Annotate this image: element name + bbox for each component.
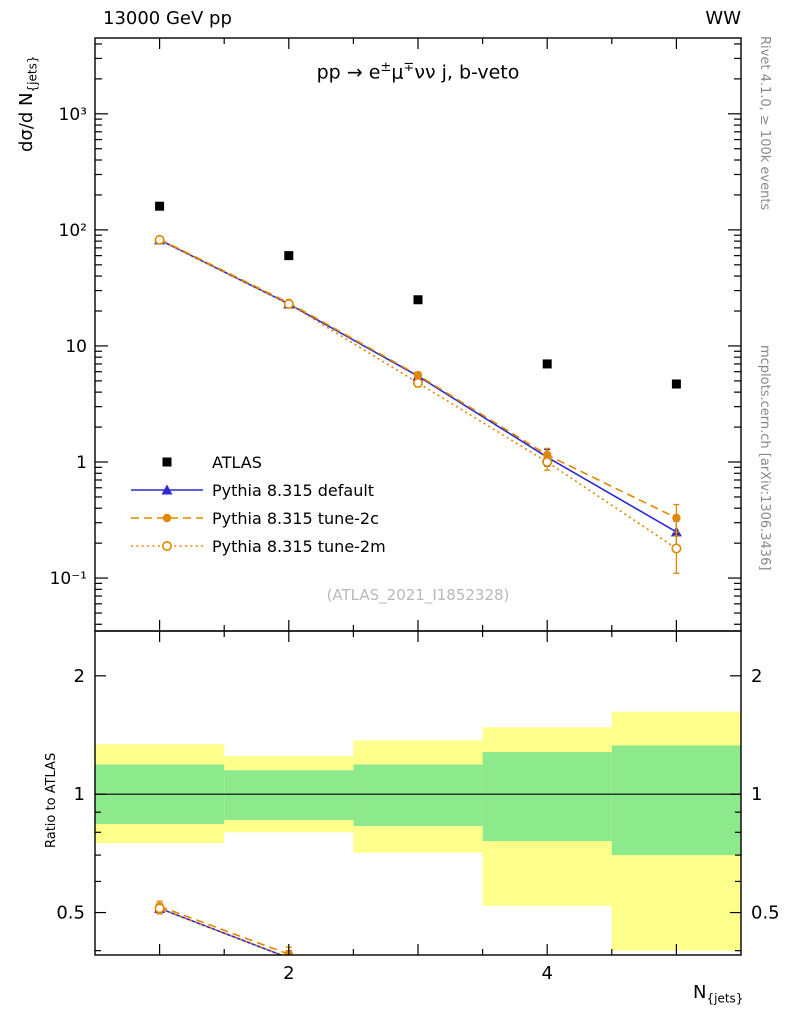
x-tick-label: 4 <box>541 963 552 984</box>
legend-item-pythia-8-315-tune-2c: Pythia 8.315 tune-2c <box>131 509 379 528</box>
plot-title-end: νν j, b-veto <box>414 61 520 84</box>
plot-title: pp → e±μ∓νν j, b-veto <box>95 60 741 83</box>
ratio-series-pythia-8-315-tune-2m <box>154 902 293 955</box>
legend-item-label: Pythia 8.315 tune-2c <box>212 509 379 528</box>
ratio-axis-label: Ratio to ATLAS <box>44 752 59 848</box>
y-axis-label-sub: {jets} <box>25 55 40 93</box>
rivet-version-label: Rivet 4.1.0, ≥ 100k events <box>757 36 772 211</box>
legend-item-label: ATLAS <box>212 453 262 472</box>
ratio-y-tick-label-left: 1 <box>74 784 85 805</box>
ratio-series-pythia-8-315-default <box>154 902 292 955</box>
y-axis-label: dσ/d N{jets} <box>16 56 40 152</box>
legend-item-label: Pythia 8.315 default <box>212 481 374 500</box>
y-axis-label-text: dσ/d N <box>16 92 37 152</box>
x-axis-label-text: N <box>693 982 707 1003</box>
green-band-bin <box>611 745 741 856</box>
main-series <box>154 201 682 574</box>
x-axis-label: N{jets} <box>693 982 743 1006</box>
x-axis-label-sub: {jets} <box>706 991 744 1006</box>
legend-item-pythia-8-315-tune-2m: Pythia 8.315 tune-2m <box>131 537 386 556</box>
legend-item-atlas: ATLAS <box>162 453 262 472</box>
ratio-y-tick-label-left: 2 <box>74 666 85 687</box>
plot-title-sup2: ∓ <box>403 60 415 75</box>
process-label: WW <box>705 8 741 29</box>
mcplots-credit-label: mcplots.cern.ch [arXiv:1306.3436] <box>757 345 772 571</box>
series-pythia-8-315-tune-2m <box>154 234 682 574</box>
plot-title-sup1: ± <box>380 60 392 75</box>
main-y-tick-label: 10³ <box>59 105 87 125</box>
main-y-tick-label: 10⁻¹ <box>50 569 87 589</box>
main-y-tick-label: 1 <box>76 453 87 473</box>
legend: ATLAS Pythia 8.315 default Pythia 8.315 tu… <box>131 453 386 556</box>
ratio-y-tick-label-right: 0.5 <box>751 903 780 924</box>
plot-title-text: pp → e <box>316 61 381 84</box>
ratio-series-pythia-8-315-tune-2c <box>155 900 293 955</box>
green-band-bin <box>224 770 354 820</box>
ratio-y-tick-label-left: 0.5 <box>56 903 85 924</box>
ratio-series <box>154 900 293 955</box>
legend-item-label: Pythia 8.315 tune-2m <box>212 537 386 556</box>
ratio-y-tick-label-right: 2 <box>751 666 762 687</box>
main-y-tick-label: 10 <box>65 337 87 357</box>
axis-ticks <box>95 38 741 955</box>
x-tick-label: 2 <box>283 963 294 984</box>
ratio-uncertainty-bands <box>95 711 741 951</box>
analysis-id-watermark: (ATLAS_2021_I1852328) <box>326 586 510 604</box>
green-band-bin <box>482 752 612 842</box>
main-panel-frame <box>94 37 742 632</box>
main-y-tick-label: 10² <box>59 221 87 241</box>
ratio-y-tick-label-right: 1 <box>751 784 762 805</box>
axis-tick-labels: 10³ 10² 10 1 10⁻¹ 2 2 1 1 0.5 0.5 2 4 <box>50 105 780 984</box>
legend-item-pythia-8-315-default: Pythia 8.315 default <box>131 481 374 500</box>
plot-title-mid: μ <box>391 61 404 84</box>
green-band-bin <box>353 764 483 827</box>
series-atlas <box>155 201 681 389</box>
beam-energy-label: 13000 GeV pp <box>103 8 232 29</box>
